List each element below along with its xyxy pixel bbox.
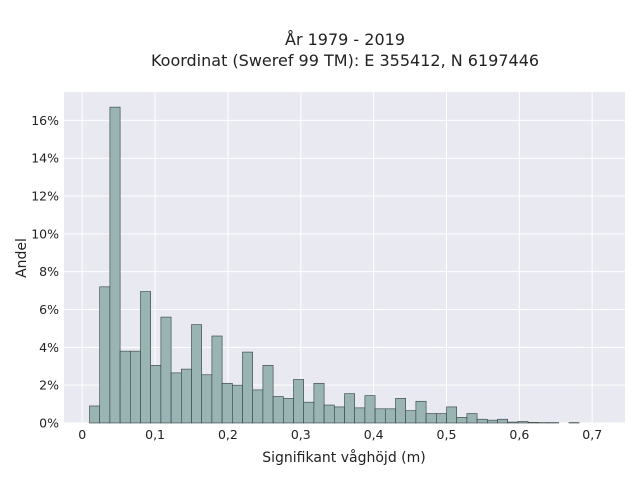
histogram-bar	[415, 400, 427, 424]
bars	[89, 106, 580, 424]
chart-title-line-2: Koordinat (Sweref 99 TM): E 355412, N 61…	[151, 51, 539, 70]
histogram-bar	[405, 410, 417, 424]
x-tick-label: 0,4	[364, 427, 384, 442]
histogram-bar	[282, 398, 294, 424]
histogram-bar	[89, 405, 100, 424]
histogram-bar	[425, 413, 437, 424]
x-tick-label: 0,5	[437, 427, 457, 442]
x-axis-ticks: 0 0,1 0,2 0,3 0,4 0,5 0,6 0,7	[78, 427, 602, 442]
histogram-bar	[181, 368, 192, 424]
histogram-bar	[497, 418, 508, 424]
x-tick-label: 0,2	[218, 427, 238, 442]
histogram-bar	[395, 398, 406, 424]
y-tick-label: 8%	[39, 264, 59, 279]
histogram-bar	[303, 401, 315, 424]
histogram-bar	[293, 379, 304, 424]
x-tick-label: 0,1	[145, 427, 165, 442]
histogram-bar	[486, 419, 498, 424]
x-tick-label: 0	[78, 427, 86, 442]
histogram-bar	[99, 286, 111, 424]
histogram-bar	[232, 384, 243, 424]
histogram-bar	[344, 393, 355, 424]
histogram-bar	[313, 382, 325, 424]
histogram-bar	[384, 408, 396, 424]
histogram-bar	[333, 406, 345, 424]
histogram-bar	[119, 350, 131, 424]
histogram-bar	[242, 351, 253, 424]
histogram-bar	[191, 324, 202, 424]
histogram-bar	[160, 316, 172, 424]
chart-title-line-1: År 1979 - 2019	[285, 30, 405, 49]
histogram-bar	[130, 350, 141, 424]
histogram-bar	[517, 421, 529, 424]
histogram-bar	[435, 413, 447, 424]
y-tick-label: 12%	[31, 189, 59, 204]
histogram-bar	[150, 365, 162, 424]
y-tick-label: 10%	[31, 226, 59, 241]
histogram-bar	[170, 372, 182, 424]
histogram-bar	[272, 396, 284, 424]
y-axis-label: Andel	[14, 238, 30, 278]
y-tick-label: 16%	[31, 113, 59, 128]
histogram-bar	[140, 291, 151, 424]
histogram-bar	[507, 421, 519, 424]
histogram-bar	[364, 395, 376, 424]
histogram-bar	[476, 418, 488, 424]
histogram-bar	[466, 413, 478, 424]
y-tick-label: 0%	[39, 416, 59, 431]
y-tick-label: 14%	[31, 151, 59, 166]
histogram-bar	[221, 382, 233, 424]
histogram-bar	[354, 407, 366, 424]
x-axis-label: Signifikant våghöjd (m)	[262, 449, 425, 466]
x-tick-label: 0,3	[291, 427, 311, 442]
histogram-bar	[201, 374, 213, 424]
x-tick-label: 0,7	[582, 427, 602, 442]
histogram-bar	[109, 106, 121, 424]
histogram-bar	[262, 365, 274, 424]
y-tick-label: 6%	[39, 302, 59, 317]
histogram-bar	[456, 417, 468, 424]
y-axis-ticks: 0% 2% 4% 6% 8% 10% 12% 14% 16%	[31, 113, 59, 431]
histogram-bar	[527, 422, 539, 424]
histogram-bar	[374, 408, 386, 424]
histogram-bar	[323, 404, 335, 424]
y-tick-label: 4%	[39, 340, 59, 355]
x-tick-label: 0,6	[509, 427, 529, 442]
histogram-bar	[211, 335, 223, 424]
histogram-bar	[446, 406, 457, 424]
y-tick-label: 2%	[39, 378, 59, 393]
histogram-bar	[252, 389, 264, 424]
